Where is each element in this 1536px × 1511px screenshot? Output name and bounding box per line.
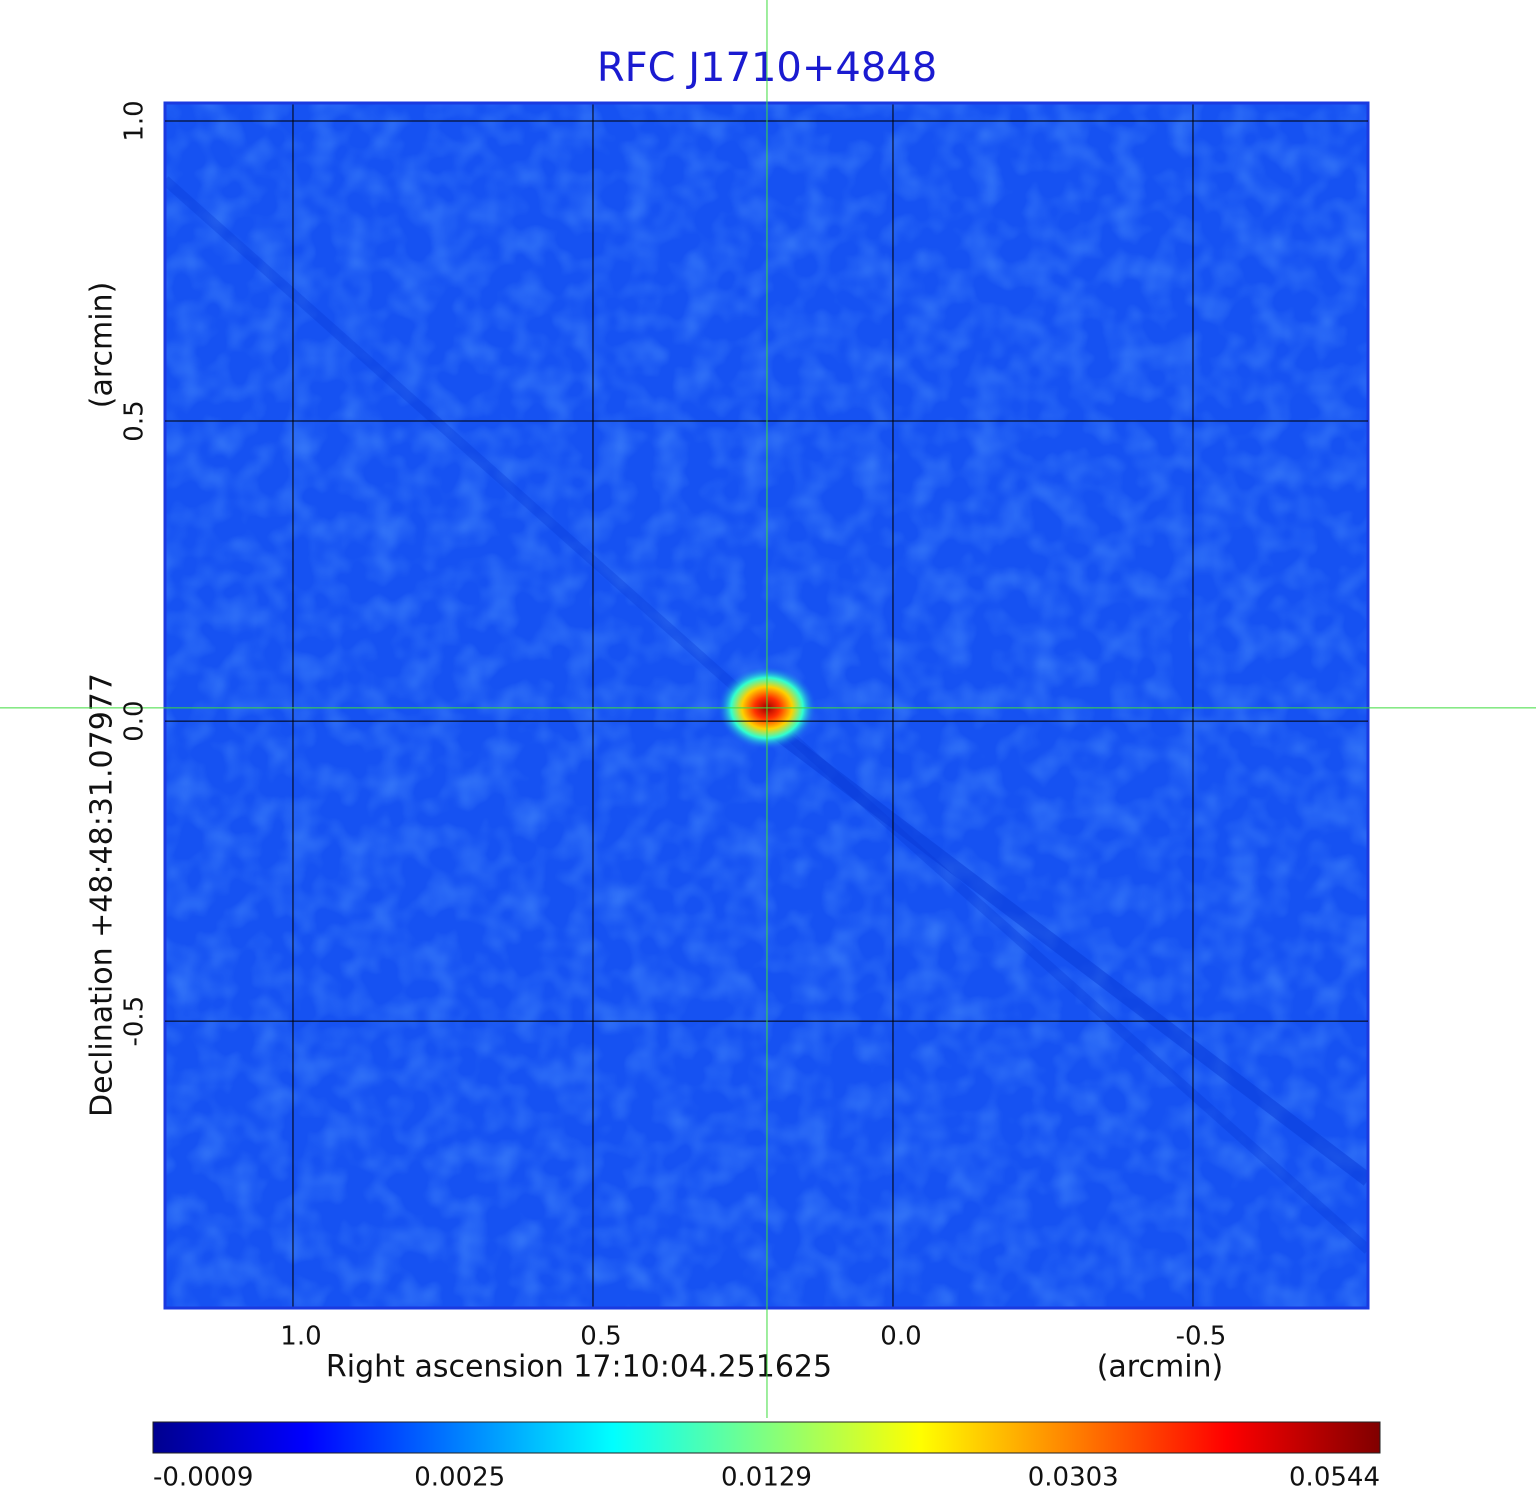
colorbar-tick-label: 0.0129 bbox=[721, 1463, 812, 1493]
x-axis-unit: (arcmin) bbox=[1097, 1350, 1224, 1385]
x-tick-label: 0.5 bbox=[580, 1322, 621, 1352]
y-axis-unit: (arcmin) bbox=[85, 282, 120, 409]
y-tick-label: 1.0 bbox=[120, 100, 150, 141]
colorbar-tick-label: 0.0303 bbox=[1028, 1463, 1119, 1493]
y-tick-label: 0.5 bbox=[120, 400, 150, 441]
colorbar-tick-label: 0.0025 bbox=[414, 1463, 505, 1493]
colorbar bbox=[152, 1421, 1381, 1454]
colorbar-tick-label: 0.0544 bbox=[1289, 1463, 1380, 1493]
image-stripe bbox=[755, 714, 1368, 1186]
y-tick-label: 0.0 bbox=[120, 700, 150, 741]
y-axis-label: Declination +48:48:31.07977 bbox=[85, 673, 120, 1117]
x-tick-label: 1.0 bbox=[280, 1322, 321, 1352]
x-tick-label: -0.5 bbox=[1176, 1322, 1227, 1352]
x-axis-label: Right ascension 17:10:04.251625 bbox=[326, 1350, 832, 1385]
x-tick-label: 0.0 bbox=[880, 1322, 921, 1352]
y-tick-label: -0.5 bbox=[120, 996, 150, 1047]
colorbar-tick-label: -0.0009 bbox=[153, 1463, 253, 1493]
